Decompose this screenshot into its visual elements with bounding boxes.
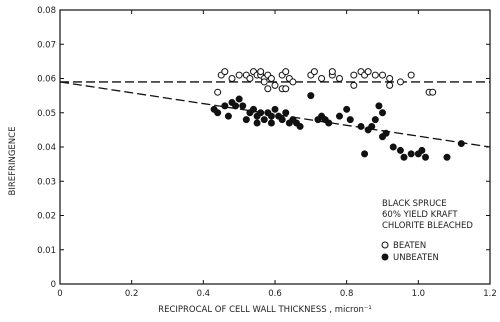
x-tick-label: 0: [57, 289, 62, 299]
unbeaten-point: [379, 109, 386, 117]
unbeaten-point: [296, 122, 304, 130]
y-tick-label: 0.07: [37, 40, 56, 50]
beaten-point: [235, 71, 243, 79]
unbeaten-point: [361, 150, 369, 158]
beaten-point: [386, 81, 394, 89]
beaten-point: [318, 75, 326, 82]
unbeaten-point: [400, 153, 408, 161]
beaten-point: [271, 81, 279, 89]
beaten-point: [228, 75, 236, 82]
unbeaten-point: [422, 153, 429, 161]
beaten-point: [267, 75, 275, 82]
unbeaten-point: [357, 122, 365, 130]
beaten-point: [350, 81, 358, 89]
unbeaten-point: [325, 119, 333, 127]
data-points: [210, 68, 465, 161]
annotation-box: BLACK SPRUCE 60% YIELD KRAFT CHLORITE BL…: [382, 199, 473, 231]
beaten-point: [396, 78, 404, 86]
unbeaten-point: [214, 109, 222, 117]
unbeaten-point: [346, 116, 354, 124]
unbeaten-point: [278, 116, 286, 124]
unbeaten-point: [382, 129, 390, 137]
y-tick-label: 0.03: [37, 177, 56, 187]
unbeaten-point: [260, 116, 268, 124]
y-tick-label: 0.04: [37, 143, 56, 153]
y-tick-label: 0.06: [37, 75, 56, 85]
beaten-point: [282, 68, 290, 76]
unbeaten-point: [307, 92, 315, 100]
reference-lines: [59, 81, 491, 148]
x-tick-label: 1.0: [412, 289, 426, 299]
y-axis-title: BIREFRINGENCE: [8, 127, 18, 196]
legend-unbeaten-label: UNBEATEN: [393, 253, 439, 263]
unbeaten-point: [235, 95, 243, 103]
beaten-point: [310, 68, 318, 76]
beaten-point: [364, 68, 372, 76]
x-tick-label: 1.2: [483, 289, 497, 299]
unbeaten-point: [396, 146, 404, 154]
beaten-point: [407, 71, 415, 79]
unbeaten-point: [282, 109, 290, 117]
unbeaten-point: [443, 153, 451, 161]
unbeaten-point: [389, 143, 397, 151]
unbeaten-point: [407, 150, 415, 158]
unbeaten-point: [418, 146, 426, 154]
reference-line-2: [59, 81, 491, 148]
unbeaten-point: [371, 116, 379, 124]
unbeaten-point: [267, 112, 275, 120]
axis-labels: 0 0.2 0.4 0.6 0.8 1.0 1.2 0 0.01 0.02 0.03 0.04 0.05…: [37, 6, 497, 299]
unbeaten-point: [271, 105, 279, 113]
y-tick-label: 0.01: [37, 246, 56, 256]
beaten-point: [429, 88, 437, 96]
beaten-point: [328, 68, 336, 76]
legend-unbeaten-marker: [381, 253, 389, 261]
x-tick-label: 0.4: [197, 289, 211, 299]
y-tick-label: 0: [51, 280, 56, 290]
beaten-point: [282, 85, 290, 93]
unbeaten-point: [336, 112, 343, 120]
x-tick-label: 0.8: [340, 289, 354, 299]
beaten-point: [221, 68, 229, 76]
y-tick-label: 0.05: [37, 109, 56, 119]
legend: BEATEN UNBEATEN: [381, 241, 439, 263]
unbeaten-point: [368, 122, 376, 130]
unbeaten-point: [257, 109, 265, 117]
unbeaten-point: [221, 102, 229, 110]
unbeaten-point: [267, 119, 275, 127]
annotation-line-1: BLACK SPRUCE: [382, 199, 447, 209]
x-axis-title: RECIPROCAL OF CELL WALL THICKNESS , micr…: [158, 305, 372, 315]
unbeaten-point: [253, 119, 261, 127]
y-tick-label: 0.02: [37, 212, 56, 222]
unbeaten-point: [457, 140, 465, 148]
beaten-point: [371, 71, 379, 79]
beaten-point: [246, 75, 254, 82]
unbeaten-point: [242, 116, 250, 124]
annotation-line-3: CHLORITE BLEACHED: [382, 221, 473, 231]
legend-beaten-marker: [381, 241, 389, 249]
legend-beaten-label: BEATEN: [393, 241, 426, 251]
beaten-point: [336, 75, 343, 82]
beaten-point: [379, 71, 386, 79]
beaten-point: [289, 78, 297, 86]
annotation-line-2: 60% YIELD KRAFT: [382, 210, 458, 220]
beaten-point: [350, 71, 358, 79]
unbeaten-point: [232, 102, 240, 110]
x-tick-label: 0.2: [125, 289, 139, 299]
beaten-point: [257, 68, 265, 76]
beaten-point: [214, 88, 222, 96]
unbeaten-point: [239, 102, 247, 110]
unbeaten-point: [224, 112, 232, 120]
unbeaten-point: [375, 102, 383, 110]
beaten-point: [264, 85, 272, 93]
x-tick-label: 0.6: [268, 289, 282, 299]
unbeaten-point: [343, 105, 351, 113]
unbeaten-point: [250, 105, 257, 113]
y-tick-label: 0.08: [37, 6, 56, 16]
axis-ticks: [59, 9, 491, 285]
beaten-point: [386, 75, 394, 82]
beaten-point: [260, 78, 268, 86]
